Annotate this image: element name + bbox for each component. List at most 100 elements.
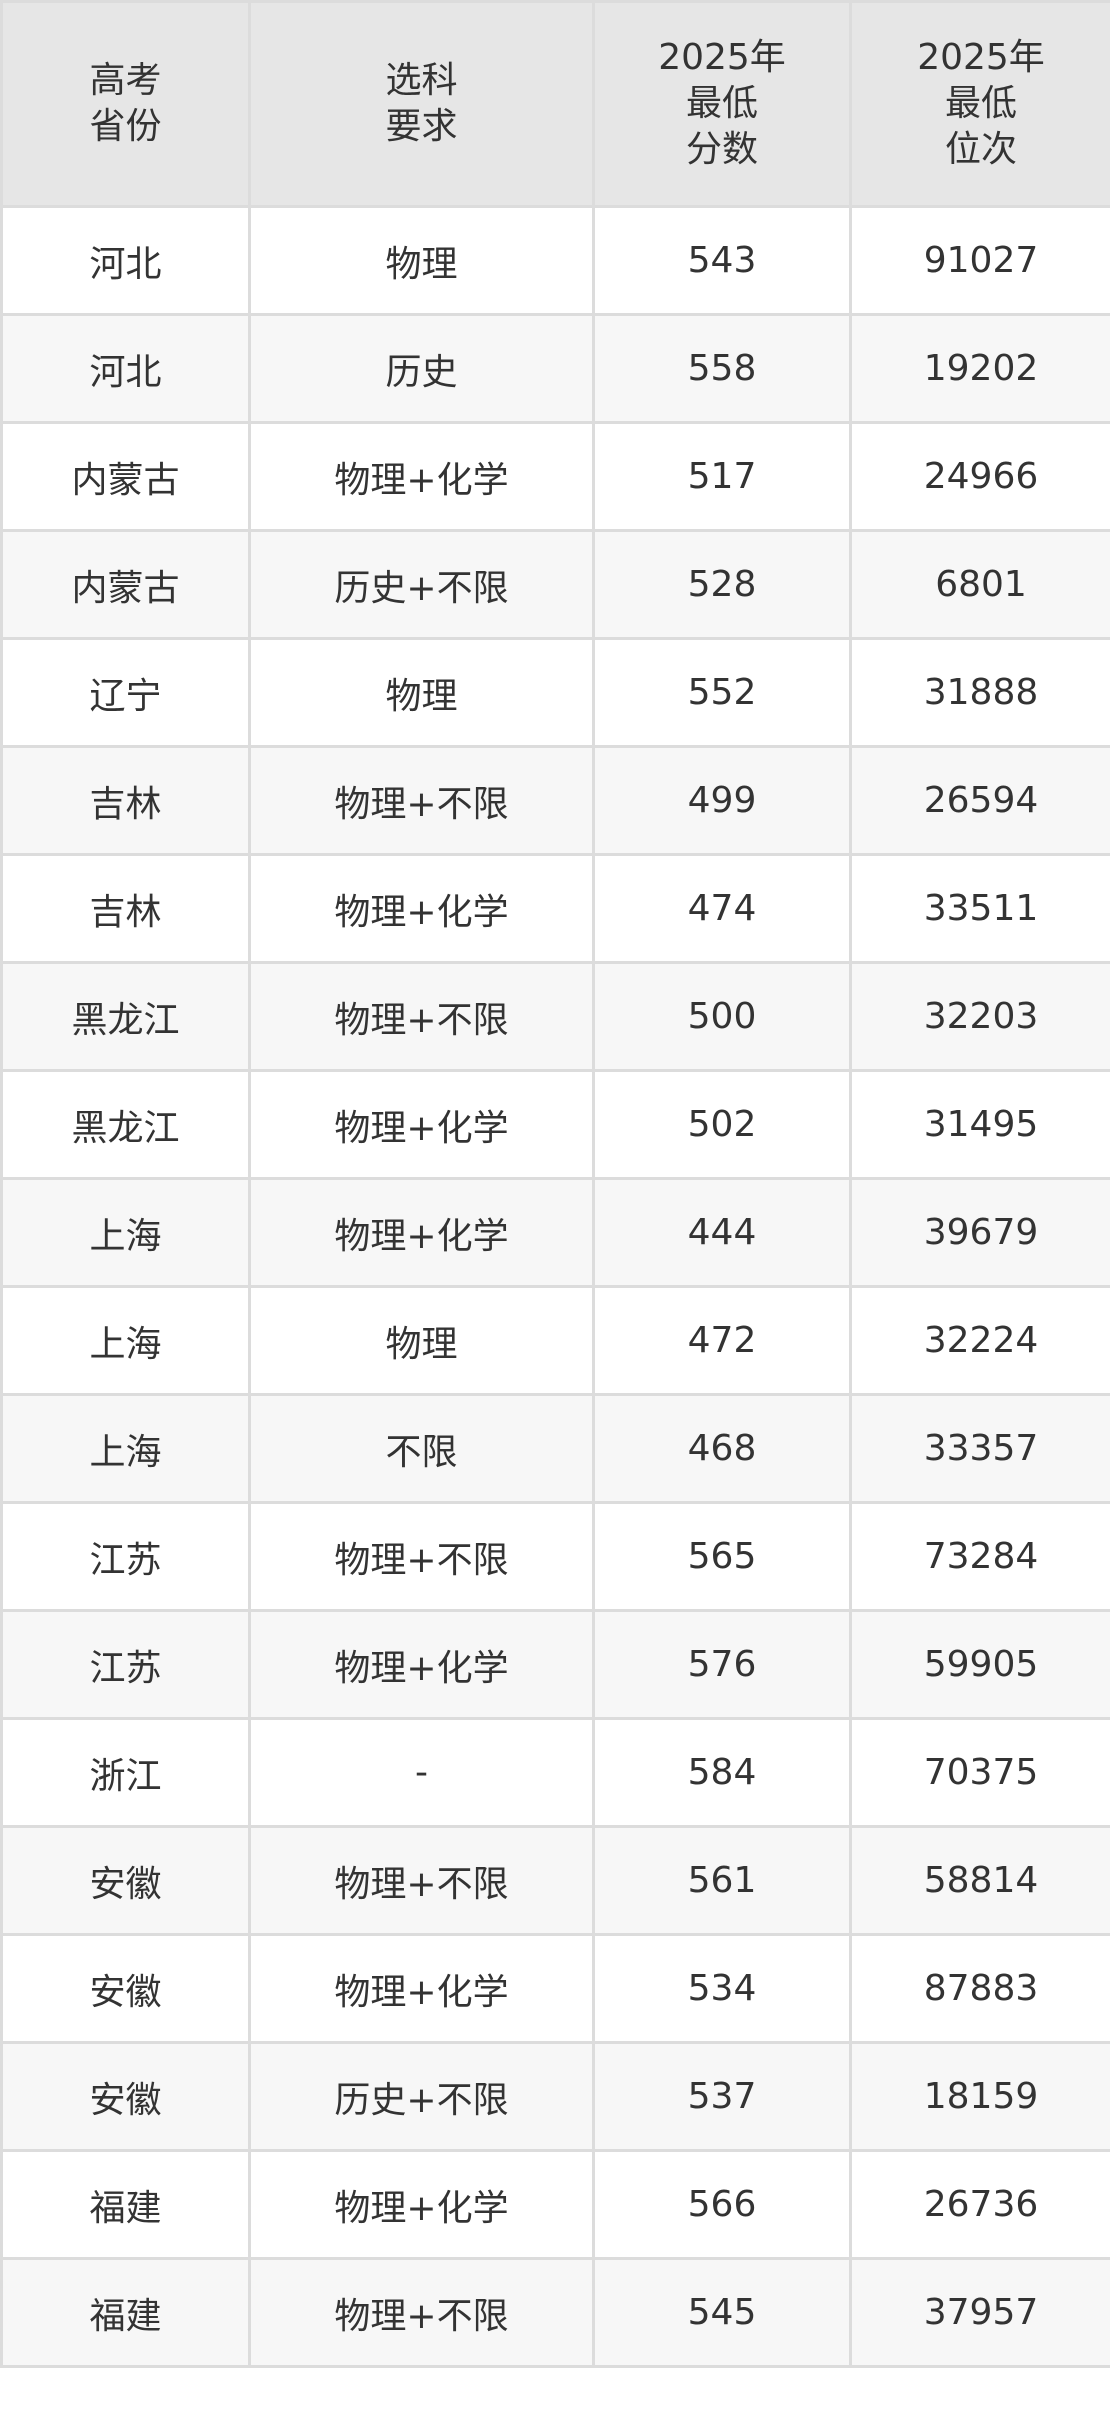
- cell-province: 上海: [0, 1393, 251, 1504]
- cell-province: 辽宁: [0, 637, 251, 748]
- cell-subject: 物理: [248, 205, 595, 316]
- cell-province: 吉林: [0, 745, 251, 856]
- cell-min-score: 500: [592, 961, 852, 1072]
- cell-subject: 物理: [248, 1285, 595, 1396]
- table-row: 内蒙古 历史+不限 528 6801: [0, 529, 1110, 640]
- cell-min-rank: 39679: [849, 1177, 1110, 1288]
- cell-province: 福建: [0, 2149, 251, 2260]
- cell-province: 江苏: [0, 1609, 251, 1720]
- cell-province: 吉林: [0, 853, 251, 964]
- cell-subject: 物理+不限: [248, 2257, 595, 2368]
- cell-subject: 物理+不限: [248, 1501, 595, 1612]
- table-row: 福建 物理+不限 545 37957: [0, 2257, 1110, 2368]
- cell-min-score: 444: [592, 1177, 852, 1288]
- table-row: 安徽 物理+化学 534 87883: [0, 1933, 1110, 2044]
- cell-province: 浙江: [0, 1717, 251, 1828]
- cell-subject: 物理+化学: [248, 1177, 595, 1288]
- cell-province: 上海: [0, 1177, 251, 1288]
- cell-min-rank: 87883: [849, 1933, 1110, 2044]
- cell-min-rank: 18159: [849, 2041, 1110, 2152]
- cell-province: 上海: [0, 1285, 251, 1396]
- cell-min-score: 565: [592, 1501, 852, 1612]
- cell-min-rank: 19202: [849, 313, 1110, 424]
- cell-min-score: 584: [592, 1717, 852, 1828]
- table-row: 吉林 物理+不限 499 26594: [0, 745, 1110, 856]
- cell-min-score: 543: [592, 205, 852, 316]
- cell-subject: 物理+化学: [248, 1933, 595, 2044]
- cell-min-score: 499: [592, 745, 852, 856]
- cell-province: 江苏: [0, 1501, 251, 1612]
- cell-min-score: 517: [592, 421, 852, 532]
- cell-min-score: 576: [592, 1609, 852, 1720]
- cell-province: 福建: [0, 2257, 251, 2368]
- cell-min-rank: 32224: [849, 1285, 1110, 1396]
- cell-subject: 物理+化学: [248, 1069, 595, 1180]
- cell-subject: 不限: [248, 1393, 595, 1504]
- cell-min-score: 528: [592, 529, 852, 640]
- cell-min-rank: 31888: [849, 637, 1110, 748]
- cell-min-rank: 26736: [849, 2149, 1110, 2260]
- table-row: 上海 物理+化学 444 39679: [0, 1177, 1110, 1288]
- header-line: 要求: [385, 106, 458, 147]
- cell-min-score: 534: [592, 1933, 852, 2044]
- header-min-score: 2025年 最低 分数: [592, 0, 852, 208]
- cell-min-score: 537: [592, 2041, 852, 2152]
- cell-subject: 物理+不限: [248, 745, 595, 856]
- table-row: 上海 不限 468 33357: [0, 1393, 1110, 1504]
- cell-min-score: 472: [592, 1285, 852, 1396]
- cell-min-score: 474: [592, 853, 852, 964]
- header-min-rank: 2025年 最低 位次: [849, 0, 1110, 208]
- cell-subject: 物理: [248, 637, 595, 748]
- cell-subject: 物理+不限: [248, 1825, 595, 1936]
- table-row: 黑龙江 物理+化学 502 31495: [0, 1069, 1110, 1180]
- cell-min-score: 552: [592, 637, 852, 748]
- cell-min-rank: 73284: [849, 1501, 1110, 1612]
- table-row: 上海 物理 472 32224: [0, 1285, 1110, 1396]
- cell-province: 内蒙古: [0, 529, 251, 640]
- cell-min-rank: 33511: [849, 853, 1110, 964]
- cell-min-rank: 32203: [849, 961, 1110, 1072]
- table-row: 安徽 物理+不限 561 58814: [0, 1825, 1110, 1936]
- cell-min-rank: 33357: [849, 1393, 1110, 1504]
- cell-min-score: 545: [592, 2257, 852, 2368]
- cell-min-score: 502: [592, 1069, 852, 1180]
- cell-province: 安徽: [0, 2041, 251, 2152]
- cell-min-score: 468: [592, 1393, 852, 1504]
- cell-province: 河北: [0, 313, 251, 424]
- header-line: 2025年: [917, 37, 1045, 78]
- cell-min-rank: 26594: [849, 745, 1110, 856]
- cell-province: 内蒙古: [0, 421, 251, 532]
- table-row: 江苏 物理+化学 576 59905: [0, 1609, 1110, 1720]
- table-row: 吉林 物理+化学 474 33511: [0, 853, 1110, 964]
- header-line: 高考: [89, 60, 162, 101]
- cell-min-rank: 91027: [849, 205, 1110, 316]
- table-row: 内蒙古 物理+化学 517 24966: [0, 421, 1110, 532]
- table-row: 河北 物理 543 91027: [0, 205, 1110, 316]
- table-row: 河北 历史 558 19202: [0, 313, 1110, 424]
- cell-min-rank: 59905: [849, 1609, 1110, 1720]
- table-row: 辽宁 物理 552 31888: [0, 637, 1110, 748]
- cell-min-score: 566: [592, 2149, 852, 2260]
- header-line: 位次: [944, 129, 1017, 170]
- table-row: 黑龙江 物理+不限 500 32203: [0, 961, 1110, 1072]
- table-row: 福建 物理+化学 566 26736: [0, 2149, 1110, 2260]
- header-province: 高考 省份: [0, 0, 251, 208]
- cell-min-score: 558: [592, 313, 852, 424]
- cell-province: 安徽: [0, 1933, 251, 2044]
- header-line: 最低: [685, 83, 758, 124]
- header-line: 最低: [944, 83, 1017, 124]
- header-line: 选科: [385, 60, 458, 101]
- cell-province: 安徽: [0, 1825, 251, 1936]
- cell-min-rank: 6801: [849, 529, 1110, 640]
- cell-province: 黑龙江: [0, 961, 251, 1072]
- cell-subject: 物理+化学: [248, 2149, 595, 2260]
- cell-min-rank: 31495: [849, 1069, 1110, 1180]
- cell-province: 河北: [0, 205, 251, 316]
- cell-min-rank: 58814: [849, 1825, 1110, 1936]
- cell-min-rank: 24966: [849, 421, 1110, 532]
- cell-min-rank: 37957: [849, 2257, 1110, 2368]
- header-subject: 选科 要求: [248, 0, 595, 208]
- cell-subject: 物理+化学: [248, 421, 595, 532]
- cell-min-score: 561: [592, 1825, 852, 1936]
- cell-subject: 历史: [248, 313, 595, 424]
